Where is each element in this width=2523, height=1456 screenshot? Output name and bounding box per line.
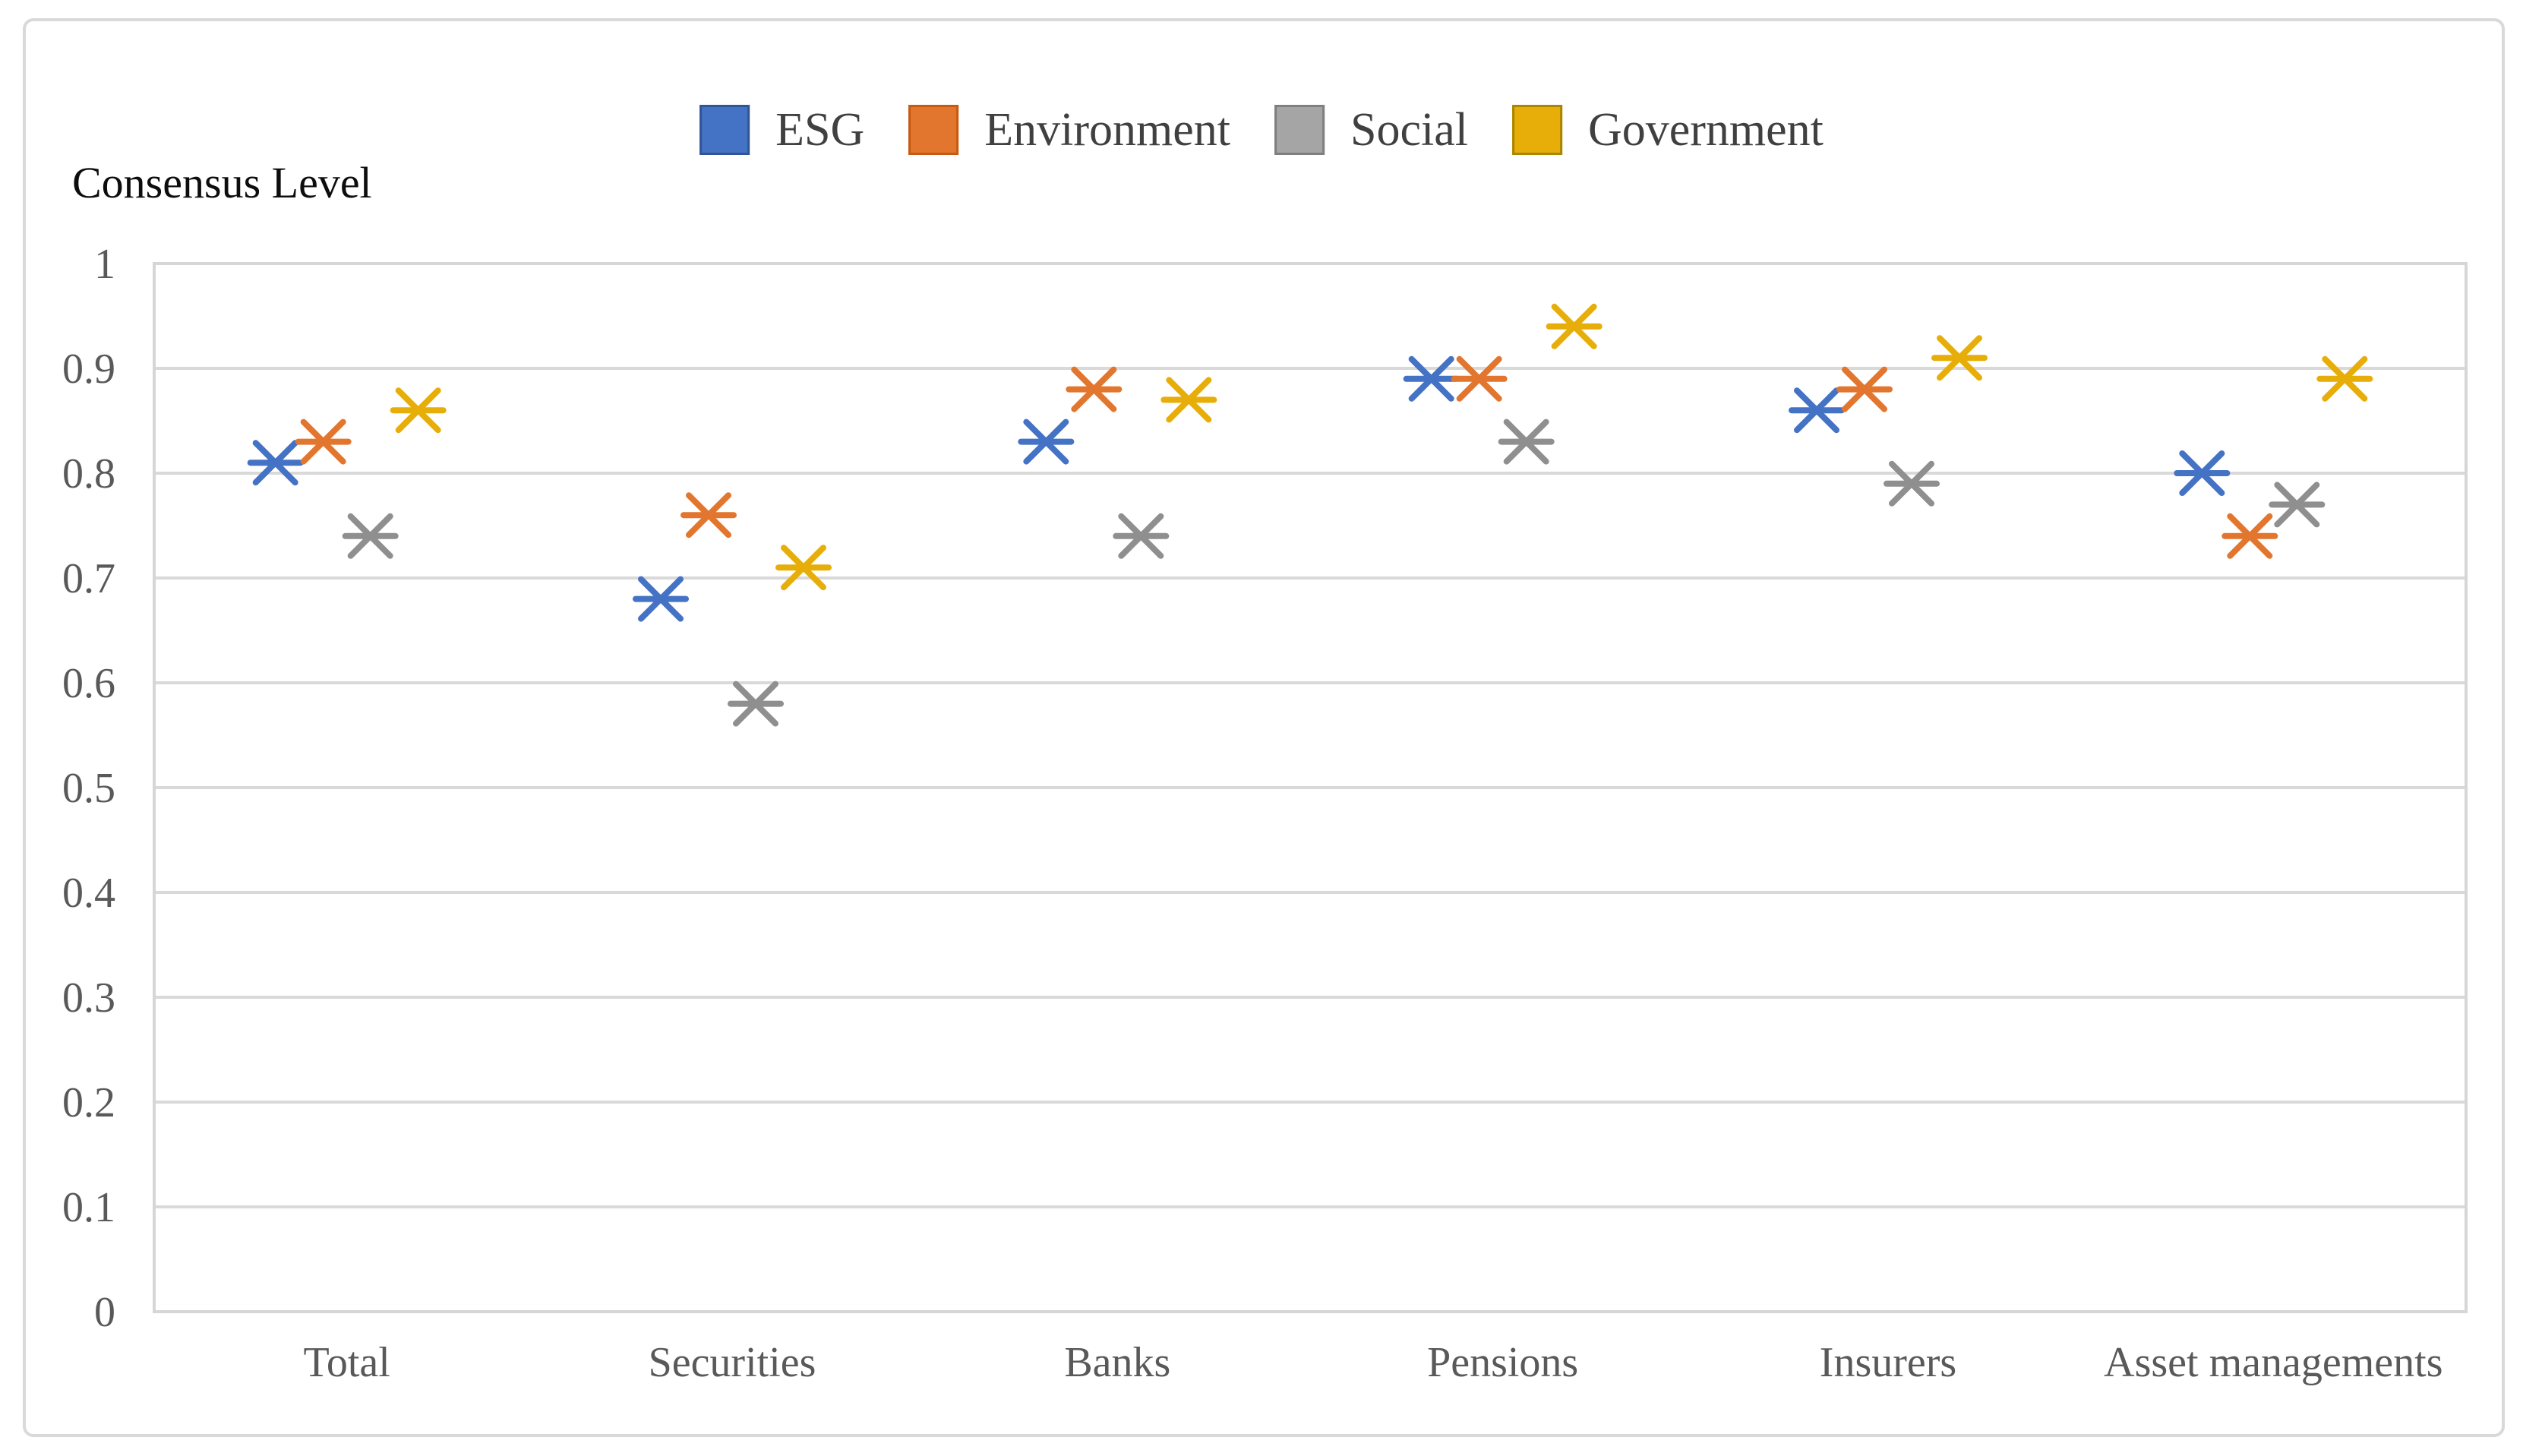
x-category-label: Insurers — [1820, 1339, 1956, 1386]
data-point-marker-esg — [1789, 387, 1845, 434]
y-tick-label: 0.9 — [62, 346, 115, 393]
y-tick-label: 0.1 — [62, 1184, 115, 1231]
legend-label-social: Social — [1350, 104, 1468, 156]
marker-stroke — [1503, 418, 1549, 465]
marker-stroke — [1551, 303, 1597, 349]
data-point-marker-government — [1931, 335, 1988, 381]
legend: ESG Environment Social Government — [699, 105, 1824, 155]
marker-stroke — [395, 387, 441, 434]
y-tick-label: 0.8 — [62, 450, 115, 497]
x-category-label: Asset managements — [2104, 1339, 2442, 1386]
data-point-marker-environment — [295, 418, 352, 465]
marker-stroke — [733, 681, 778, 727]
marker-stroke — [1794, 387, 1839, 434]
marker-stroke — [252, 440, 298, 486]
data-point-marker-esg — [633, 576, 689, 622]
data-point-marker-esg — [1403, 355, 1460, 402]
marker-stroke — [2274, 482, 2320, 528]
data-point-marker-social — [728, 681, 784, 727]
data-point-marker-environment — [680, 492, 737, 538]
legend-item-government: Government — [1511, 104, 1824, 156]
x-category-label: Banks — [1064, 1339, 1170, 1386]
y-axis-title: Consensus Level — [72, 158, 372, 207]
marker-stroke — [1842, 366, 1887, 412]
marker-stroke — [2179, 450, 2225, 496]
data-point-marker-environment — [1836, 366, 1893, 412]
data-point-marker-social — [1113, 513, 1170, 559]
marker-stroke — [1889, 460, 1934, 507]
y-tick-label: 0.4 — [62, 870, 115, 917]
y-tick-label: 0 — [94, 1289, 115, 1336]
x-category-label: Securities — [649, 1339, 816, 1386]
y-tick-label: 0.2 — [62, 1079, 115, 1126]
marker-stroke — [1408, 355, 1454, 402]
x-category-label: Total — [304, 1339, 390, 1386]
data-point-marker-government — [390, 387, 447, 434]
data-point-marker-social — [1498, 418, 1555, 465]
legend-label-environment: Environment — [984, 104, 1230, 156]
marker-stroke — [1937, 335, 1982, 381]
government-swatch-icon — [1511, 105, 1562, 155]
data-point-marker-government — [2316, 355, 2373, 402]
data-point-marker-environment — [1451, 355, 1508, 402]
plot-border — [153, 262, 2468, 1313]
marker-stroke — [347, 513, 393, 559]
x-category-label: Pensions — [1427, 1339, 1578, 1386]
marker-stroke — [1118, 513, 1164, 559]
data-point-marker-esg — [1018, 418, 1075, 465]
legend-item-esg: ESG — [699, 105, 864, 155]
y-tick-label: 1 — [94, 241, 115, 288]
marker-stroke — [2322, 355, 2368, 402]
y-tick-label: 0.6 — [62, 660, 115, 707]
data-point-marker-government — [775, 545, 832, 591]
marker-stroke — [300, 418, 346, 465]
marker-stroke — [1166, 377, 1212, 423]
y-tick-label: 0.3 — [62, 974, 115, 1022]
data-point-marker-environment — [2221, 513, 2278, 559]
esg-swatch-icon — [699, 105, 750, 155]
legend-item-environment: Environment — [908, 105, 1230, 155]
legend-label-government: Government — [1587, 104, 1824, 156]
data-point-marker-esg — [247, 440, 304, 486]
data-point-marker-government — [1546, 303, 1603, 349]
data-point-marker-government — [1160, 377, 1217, 423]
marker-stroke — [1456, 355, 1502, 402]
marker-stroke — [638, 576, 684, 622]
marker-stroke — [1023, 418, 1069, 465]
legend-item-social: Social — [1274, 105, 1468, 155]
marker-stroke — [686, 492, 731, 538]
data-point-marker-social — [1884, 460, 1940, 507]
figure-border — [23, 18, 2505, 1437]
y-tick-label: 0.7 — [62, 555, 115, 602]
data-point-marker-environment — [1066, 366, 1123, 412]
data-point-marker-esg — [2174, 450, 2231, 496]
marker-stroke — [2227, 513, 2273, 559]
environment-swatch-icon — [908, 105, 959, 155]
legend-label-esg: ESG — [775, 104, 865, 156]
social-swatch-icon — [1274, 105, 1325, 155]
data-point-marker-social — [342, 513, 399, 559]
marker-stroke — [1071, 366, 1117, 412]
y-tick-label: 0.5 — [62, 765, 115, 812]
data-point-marker-social — [2269, 482, 2326, 528]
marker-stroke — [781, 545, 826, 591]
